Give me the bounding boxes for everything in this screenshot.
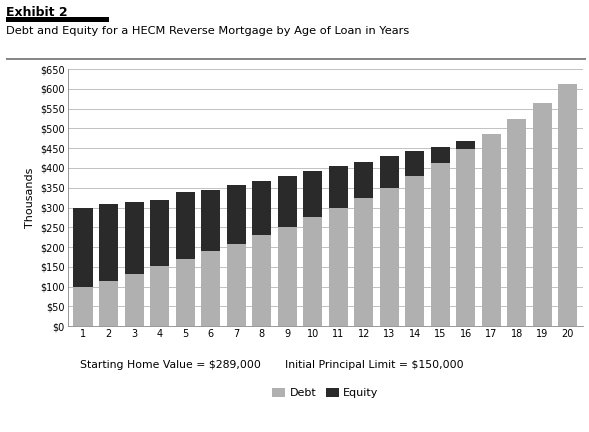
Bar: [277, 176, 297, 226]
Text: Starting Home Value = $289,000: Starting Home Value = $289,000: [80, 360, 262, 370]
Bar: [380, 156, 399, 188]
Bar: [532, 103, 552, 326]
Legend: Debt, Equity: Debt, Equity: [267, 384, 383, 403]
Bar: [227, 184, 246, 244]
Bar: [380, 188, 399, 326]
Bar: [482, 133, 501, 326]
Bar: [303, 217, 322, 326]
Bar: [303, 171, 322, 217]
Bar: [176, 193, 195, 259]
Bar: [405, 151, 424, 176]
Bar: [507, 118, 527, 326]
Bar: [176, 259, 195, 326]
Bar: [354, 162, 373, 198]
Text: Debt and Equity for a HECM Reverse Mortgage by Age of Loan in Years: Debt and Equity for a HECM Reverse Mortg…: [6, 26, 409, 36]
Bar: [201, 251, 220, 326]
Bar: [74, 286, 92, 326]
Bar: [124, 274, 144, 326]
Bar: [558, 84, 577, 326]
Bar: [431, 163, 450, 326]
Bar: [354, 198, 373, 326]
Bar: [124, 202, 144, 274]
Bar: [456, 149, 475, 326]
Bar: [99, 204, 118, 281]
Bar: [329, 166, 348, 208]
Bar: [150, 200, 169, 266]
Text: Initial Principal Limit = $150,000: Initial Principal Limit = $150,000: [284, 360, 464, 370]
Bar: [74, 207, 92, 286]
Y-axis label: Thousands: Thousands: [25, 168, 35, 228]
Bar: [99, 281, 118, 326]
Bar: [227, 244, 246, 326]
Bar: [252, 235, 271, 326]
Bar: [201, 190, 220, 251]
Bar: [252, 181, 271, 235]
Bar: [456, 142, 475, 149]
Bar: [277, 226, 297, 326]
Bar: [150, 266, 169, 326]
Bar: [431, 147, 450, 163]
Bar: [329, 208, 348, 326]
Bar: [405, 176, 424, 326]
Text: Exhibit 2: Exhibit 2: [6, 6, 68, 19]
